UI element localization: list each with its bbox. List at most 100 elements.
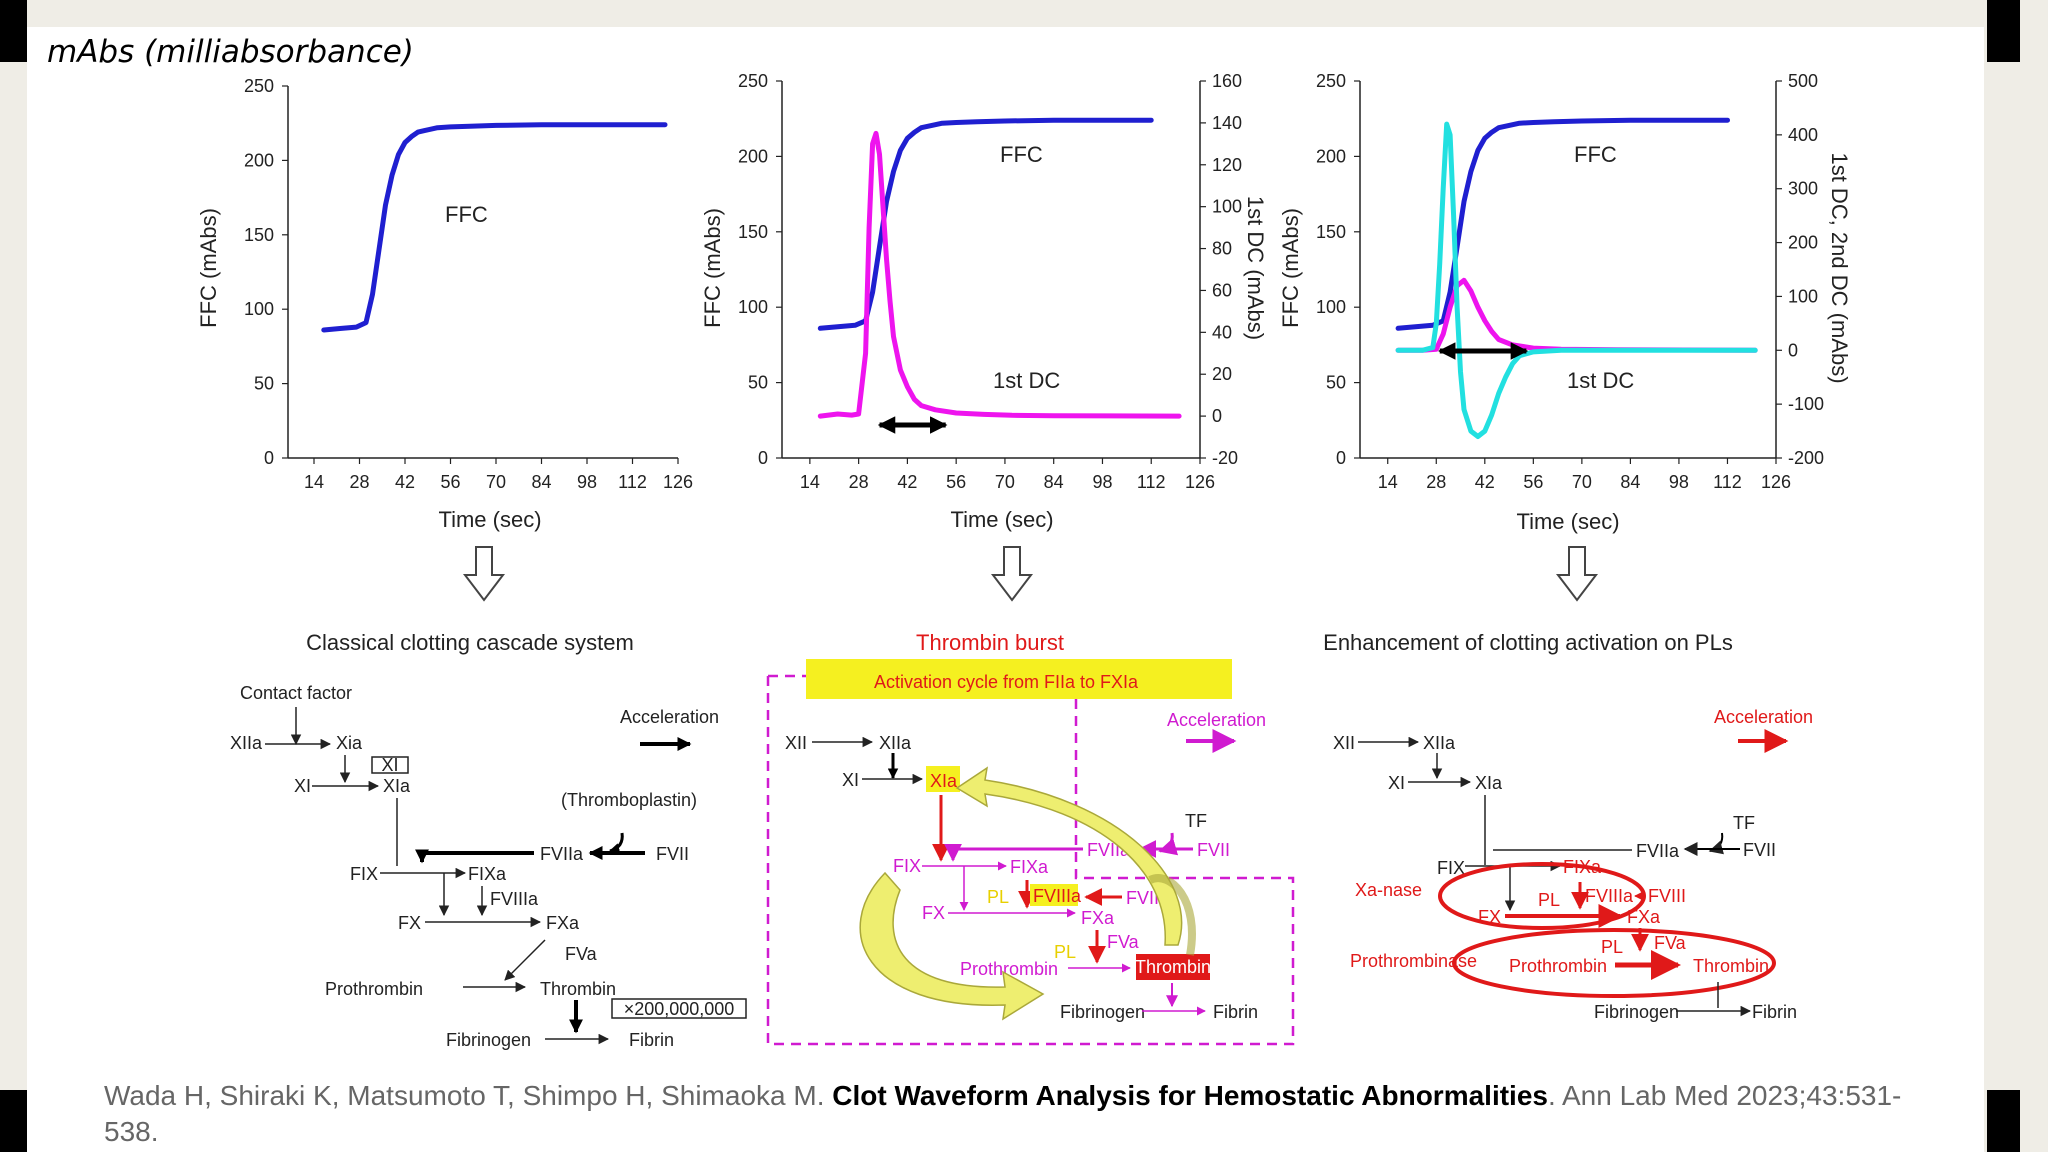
label-prothrombin-pl: Prothrombin (1509, 956, 1607, 976)
chart-left-ylabel: FFC (mAbs) (196, 208, 221, 328)
citation: Wada H, Shiraki K, Matsumoto T, Shimpo H… (104, 1078, 1904, 1150)
y2-tick-label: 120 (1212, 155, 1242, 175)
x-tick-label: 98 (577, 472, 597, 492)
down-arrow-right-icon (1555, 546, 1599, 602)
diagram-classical-cascade: Classical clotting cascade system Contac… (230, 630, 747, 1050)
thrombin-box (1136, 954, 1210, 980)
chart-left-xlabel: Time (sec) (438, 507, 541, 532)
label-fviii-burst: FVIII (1126, 888, 1164, 908)
down-arrow-middle-icon (990, 546, 1034, 602)
label-prothrombin-classical: Prothrombin (325, 979, 423, 999)
label-fix-classical: FIX (350, 864, 378, 884)
corner-mark-bottom-right (1987, 1090, 2020, 1152)
y2-tick-label: 300 (1788, 179, 1818, 199)
y2-tick-label: 500 (1788, 71, 1818, 91)
label-thrombin-pl: Thrombin (1693, 956, 1769, 976)
label-acceleration-classical: Acceleration (620, 707, 719, 727)
x-tick-label: 98 (1092, 472, 1112, 492)
label-pl-burst-2: PL (1054, 942, 1076, 962)
label-pl-pl-2: PL (1601, 937, 1623, 957)
y-tick-label: 50 (748, 373, 768, 393)
label-tf-burst: TF (1185, 811, 1207, 831)
x-tick-label: 84 (1044, 472, 1064, 492)
label-fxa-burst: FXa (1081, 908, 1115, 928)
x-tick-label: 42 (395, 472, 415, 492)
label-thrombin-classical: Thrombin (540, 979, 616, 999)
label-fx-burst: FX (922, 903, 945, 923)
corner-mark-top-right (1987, 0, 2020, 62)
label-fviiia-classical: FVIIIa (490, 889, 539, 909)
label-pl-burst-1: PL (987, 887, 1009, 907)
label-prothrombin-burst: Prothrombin (960, 959, 1058, 979)
y2-tick-label: 0 (1212, 406, 1222, 426)
prothrombinase-complex-ellipse (1452, 928, 1776, 998)
diagram-classical-title: Classical clotting cascade system (306, 630, 634, 655)
y-tick-label: 100 (1316, 297, 1346, 317)
label-xanase: Xa-nase (1355, 880, 1422, 900)
x-tick-label: 84 (1620, 472, 1640, 492)
units-note: mAbs (milliabsorbance) (47, 34, 414, 70)
series-ffc (321, 122, 668, 333)
chart-middle-xlabel: Time (sec) (950, 507, 1053, 532)
label-fibrin-pl: Fibrin (1752, 1002, 1797, 1022)
label-xia-pl: XIa (1475, 773, 1503, 793)
chart-right-xlabel: Time (sec) (1516, 509, 1619, 534)
label-contact-factor: Contact factor (240, 683, 352, 703)
label-xia2: XIa (383, 776, 411, 796)
x-tick-label: 126 (1761, 472, 1791, 492)
y2-tick-label: -200 (1788, 448, 1824, 468)
y-tick-label: 100 (244, 299, 274, 319)
label-pl-pl-1: PL (1538, 890, 1560, 910)
y2-tick-label: -100 (1788, 394, 1824, 414)
y-tick-label: 200 (738, 146, 768, 166)
label-fviii-pl: FVIII (1648, 886, 1686, 906)
y2-tick-label: 160 (1212, 71, 1242, 91)
label-thrombin-burst: Thrombin (1135, 957, 1211, 977)
y2-tick-label: 100 (1212, 197, 1242, 217)
label-fviiia-burst: FVIIIa (1033, 886, 1082, 906)
label-fxa-pl: FXa (1627, 907, 1661, 927)
x-tick-label: 14 (304, 472, 324, 492)
chart-middle-dc-label: 1st DC (993, 368, 1060, 393)
citation-journal: . Ann Lab Med 2023;43:531-538. (104, 1080, 1902, 1147)
label-xiia: XIIa (230, 733, 263, 753)
y-tick-label: 50 (254, 374, 274, 394)
label-fix-burst: FIX (893, 856, 921, 876)
label-fviiia-pl: FVIIIa (1585, 886, 1634, 906)
yellow-cycle-arrow-icon (859, 871, 1045, 1021)
label-xiia-pl: XIIa (1423, 733, 1456, 753)
label-xi-pl: XI (1388, 773, 1405, 793)
label-fixa-classical: FIXa (468, 864, 507, 884)
label-xia: Xia (336, 733, 363, 753)
y2-tick-label: 80 (1212, 239, 1232, 259)
label-fixa-burst: FIXa (1010, 857, 1049, 877)
y-tick-label: 150 (738, 222, 768, 242)
label-acceleration-pl: Acceleration (1714, 707, 1813, 727)
x-tick-label: 98 (1669, 472, 1689, 492)
y2-tick-label: -20 (1212, 448, 1238, 468)
series-1st-dc (817, 130, 1182, 419)
chart-left-ffc-label: FFC (445, 202, 488, 227)
x-tick-label: 112 (618, 472, 647, 492)
chart-right-ffc-label: FFC (1574, 142, 1617, 167)
label-xiia-burst: XIIa (879, 733, 912, 753)
chart-middle-y2label: 1st DC (mAbs) (1243, 196, 1268, 340)
x-tick-label: 112 (1137, 472, 1166, 492)
chart-right-ylabel: FFC (mAbs) (1278, 208, 1303, 328)
x-tick-label: 70 (486, 472, 506, 492)
label-prothrombinase: Prothrombinase (1350, 951, 1477, 971)
diagram-pl-enhancement: Enhancement of clotting activation on PL… (1323, 630, 1813, 1022)
y-tick-label: 250 (244, 76, 274, 96)
label-fxa-classical: FXa (546, 913, 580, 933)
x-tick-label: 84 (531, 472, 551, 492)
label-fibrin-classical: Fibrin (629, 1030, 674, 1050)
label-fviia-classical: FVIIa (540, 844, 584, 864)
series-2nd-dc (1395, 121, 1758, 439)
corner-mark-bottom-left (0, 1090, 27, 1152)
x-tick-label: 56 (1523, 472, 1543, 492)
chart-right-y2label: 1st DC, 2nd DC (mAbs) (1827, 152, 1852, 383)
y-tick-label: 150 (1316, 222, 1346, 242)
x-tick-label: 56 (440, 472, 460, 492)
y-tick-label: 200 (1316, 146, 1346, 166)
corner-mark-top-left (0, 0, 27, 62)
